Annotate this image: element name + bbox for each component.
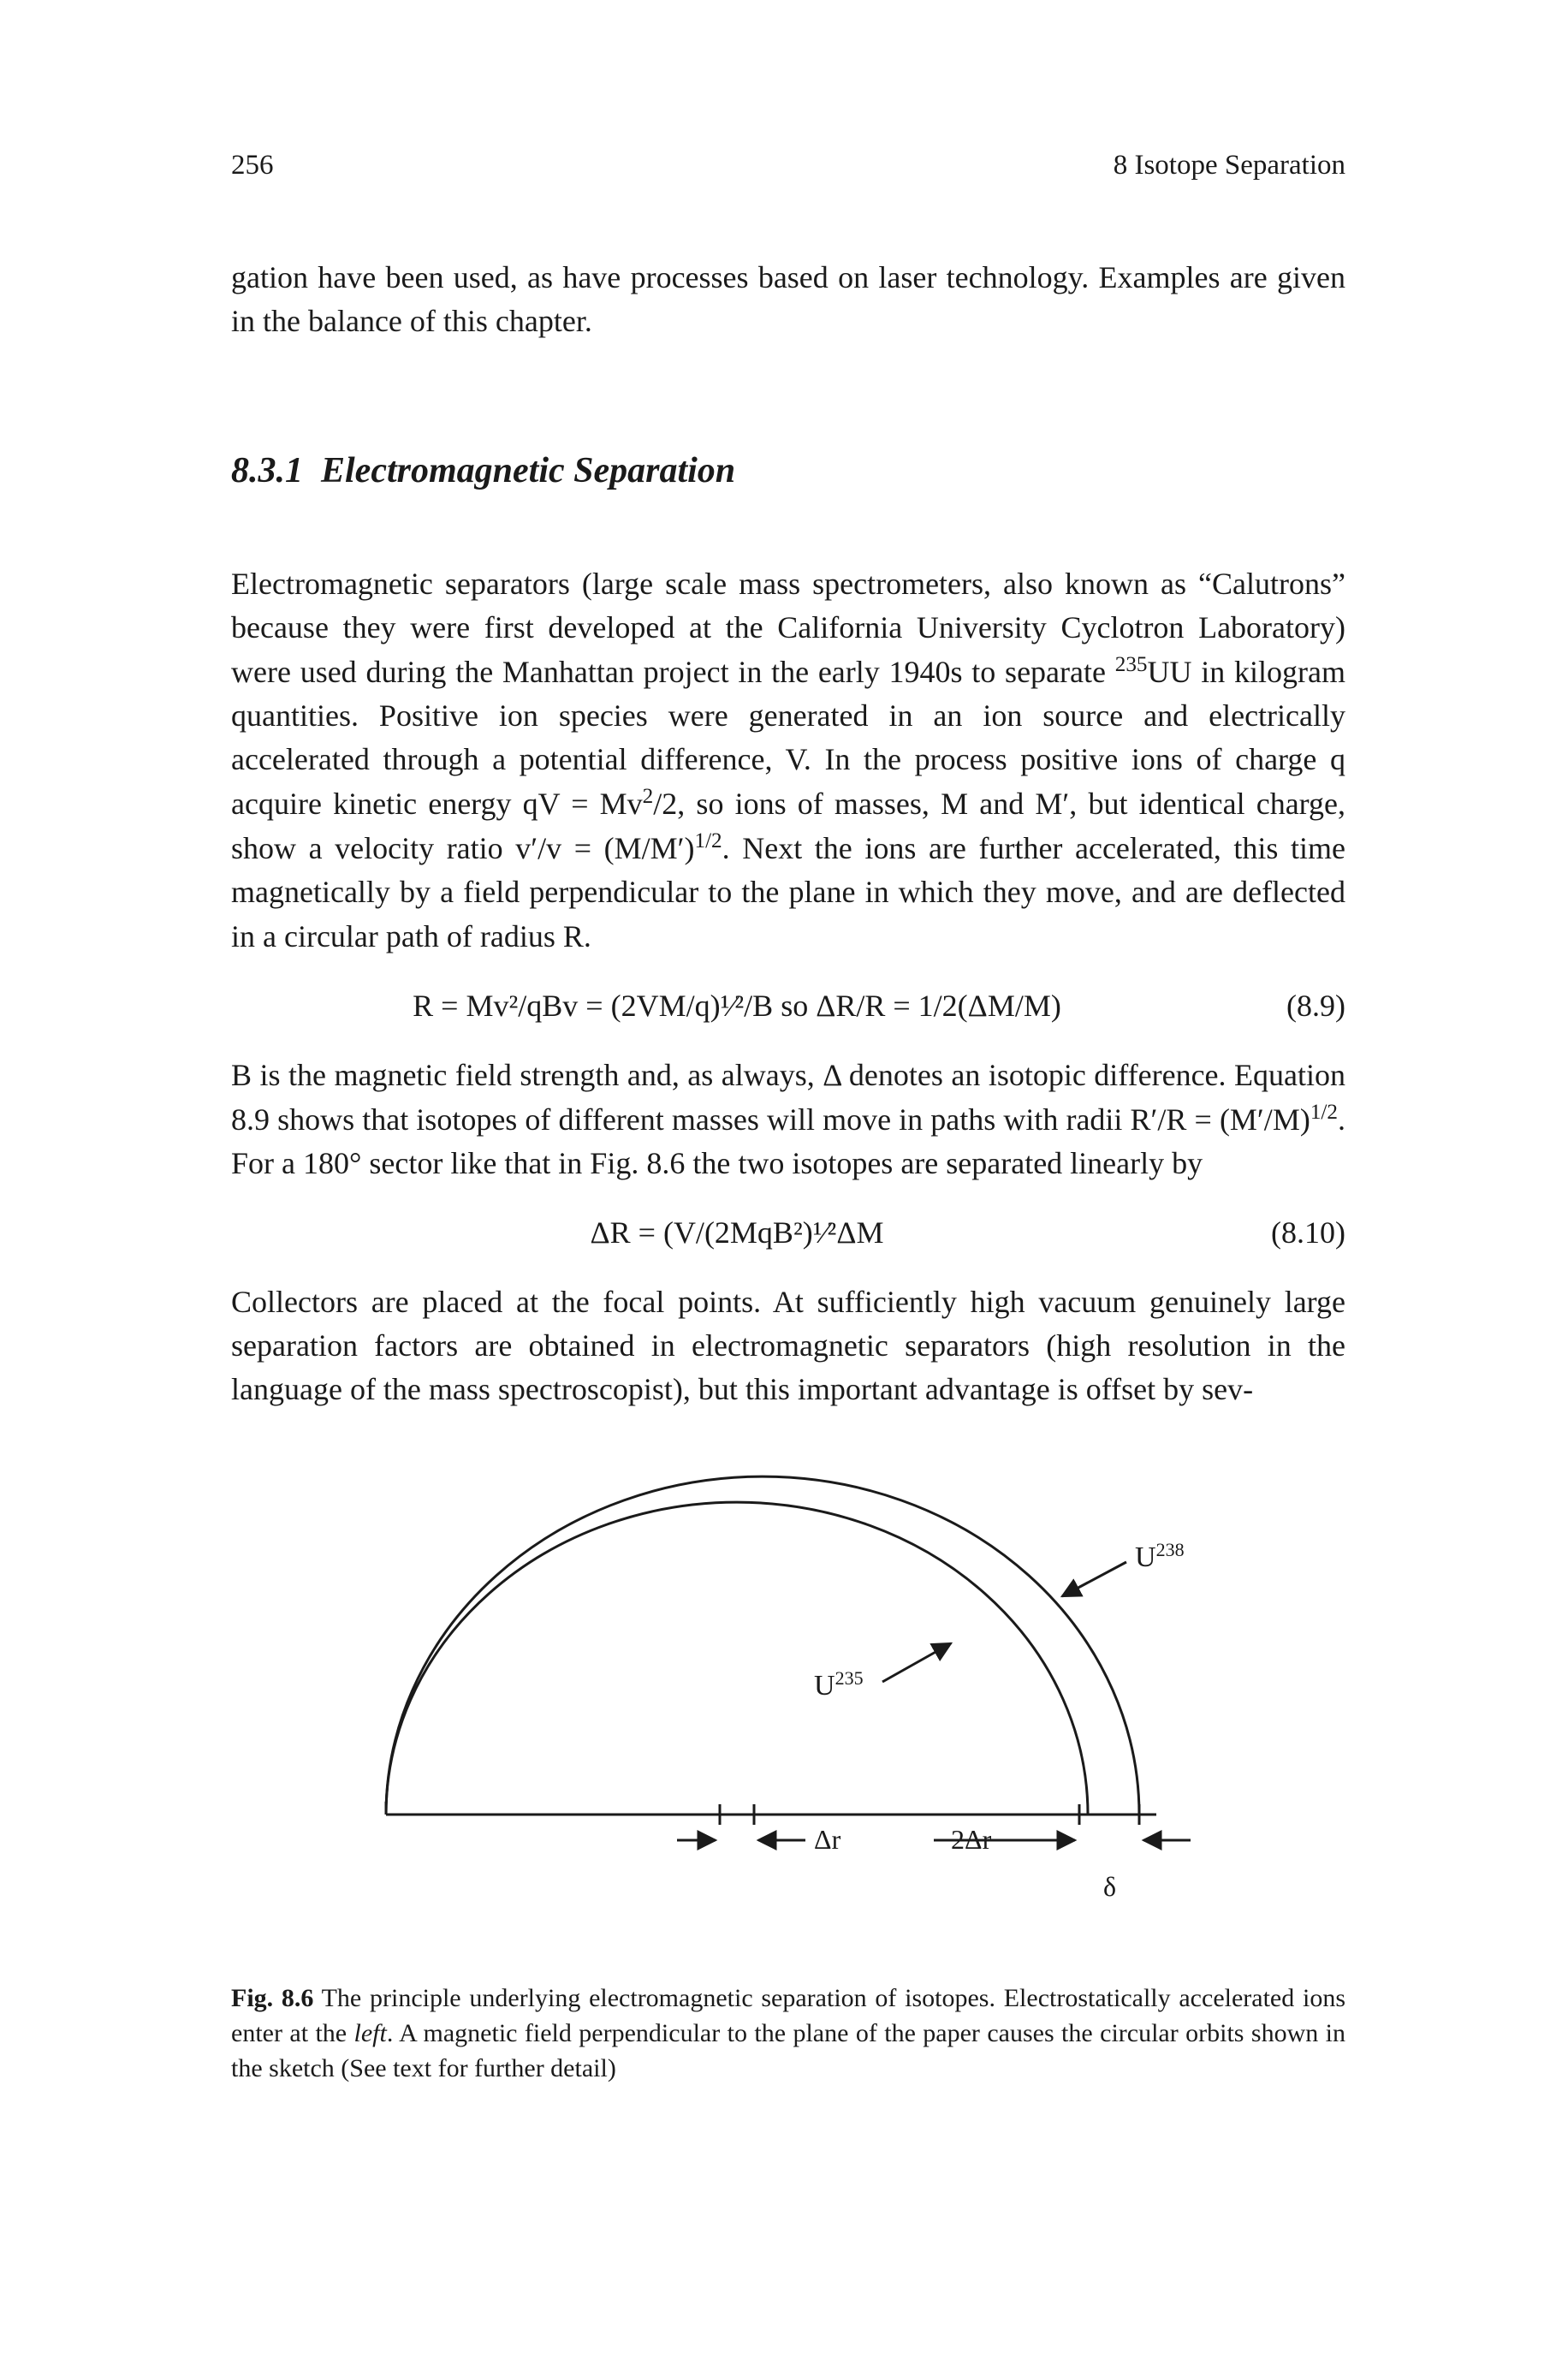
paragraph-1: Electromagnetic separators (large scale … xyxy=(231,562,1345,959)
page-number: 256 xyxy=(231,146,274,186)
eq2-number: (8.10) xyxy=(1243,1211,1345,1255)
isotope-symbol: U xyxy=(1148,655,1170,689)
label-arrows xyxy=(882,1562,1126,1682)
section-number: 8.3.1 xyxy=(231,451,303,490)
u238-sup: 238 xyxy=(1156,1538,1185,1559)
figure-caption: Fig. 8.6 The principle underlying electr… xyxy=(231,1981,1345,2087)
para2-a: B is the magnetic field strength and, as… xyxy=(231,1058,1345,1137)
paragraph-2: B is the magnetic field strength and, as… xyxy=(231,1054,1345,1185)
u235-sup: 235 xyxy=(835,1666,864,1688)
arcs xyxy=(386,1476,1139,1815)
figure-caption-b: . A magnetic field perpendicular to the … xyxy=(231,2019,1345,2082)
label-dr: Δr xyxy=(814,1824,841,1855)
label-u235: U235 xyxy=(814,1666,864,1702)
isotope-mass: 235 xyxy=(1115,653,1148,676)
label-u238: U238 xyxy=(1135,1538,1185,1573)
figure-caption-ital: left xyxy=(354,2019,387,2047)
eq1-text: R = Mv²/qBv = (2VM/q)¹⁄²/B so ΔR/R = 1/2… xyxy=(231,984,1243,1028)
label-delta: δ xyxy=(1103,1871,1116,1902)
paragraph-3: Collectors are placed at the focal point… xyxy=(231,1280,1345,1411)
eq2-text: ΔR = (V/(2MqB²)¹⁄²ΔM xyxy=(231,1211,1243,1255)
section-heading: 8.3.1 Electromagnetic Separation xyxy=(231,446,1345,497)
page: 256 8 Isotope Separation gation have bee… xyxy=(0,0,1568,2376)
equation-8-9: R = Mv²/qBv = (2VM/q)¹⁄²/B so ΔR/R = 1/2… xyxy=(231,984,1345,1028)
calutron-diagram: U238 U235 Δr 2Δr δ xyxy=(352,1472,1225,1917)
figure-8-6: U238 U235 Δr 2Δr δ Fig. 8.6 The principl… xyxy=(231,1472,1345,2087)
figure-caption-lead: Fig. 8.6 xyxy=(231,1984,313,2012)
page-header: 256 8 Isotope Separation xyxy=(231,146,1345,186)
label-2dr: 2Δr xyxy=(951,1824,992,1855)
section-title: Electromagnetic Separation xyxy=(321,451,735,490)
exp-half-1: 1/2 xyxy=(694,829,722,852)
equation-8-10: ΔR = (V/(2MqB²)¹⁄²ΔM (8.10) xyxy=(231,1211,1345,1255)
exp-half-2: 1/2 xyxy=(1310,1101,1338,1124)
intro-paragraph: gation have been used, as have processes… xyxy=(231,256,1345,343)
running-title: 8 Isotope Separation xyxy=(1114,146,1345,186)
eq1-number: (8.9) xyxy=(1243,984,1345,1028)
exp-sq: 2 xyxy=(643,785,654,808)
